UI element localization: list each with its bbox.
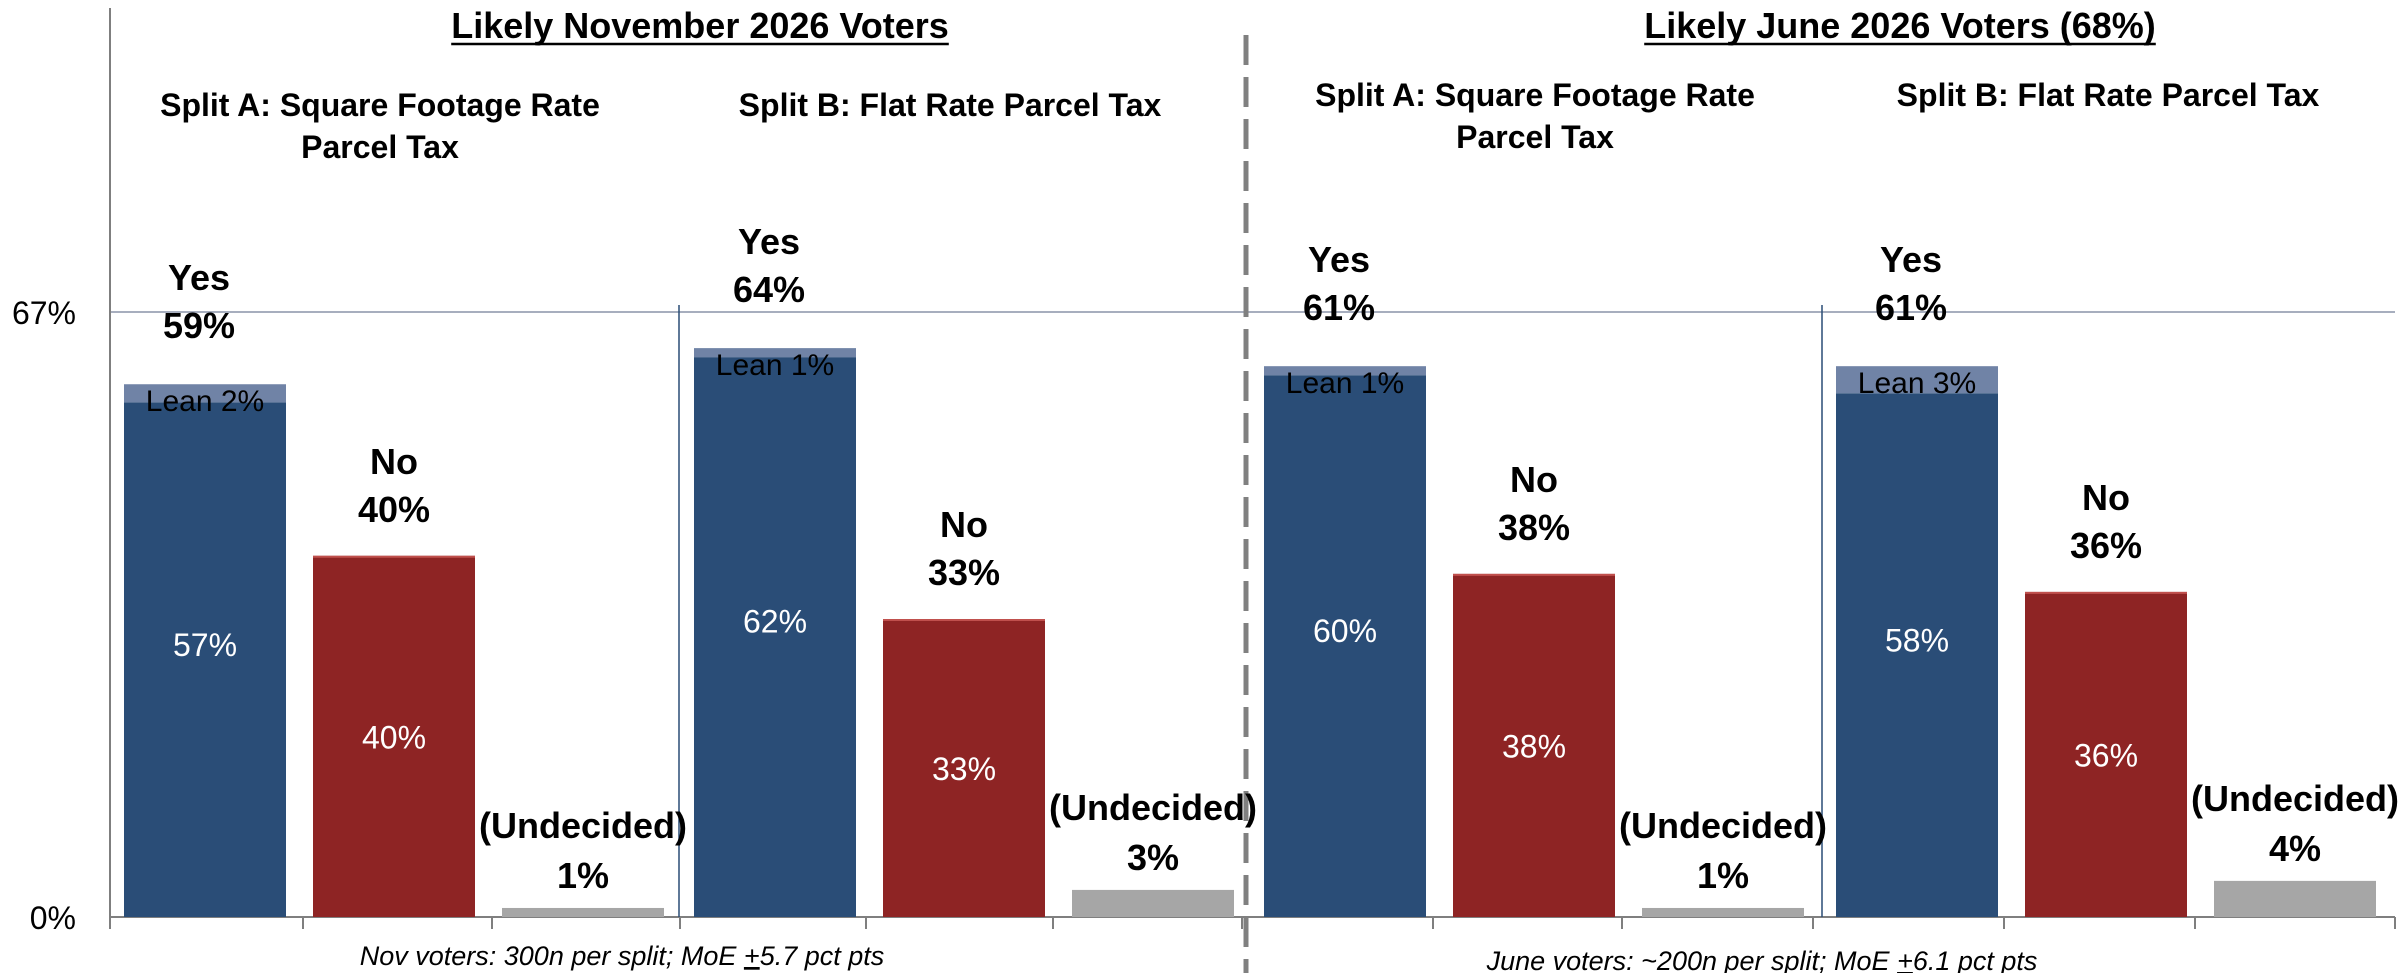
split-label: Parcel Tax (301, 129, 459, 165)
no-total-label: 36% (2070, 525, 2142, 566)
no-total-label: 40% (358, 489, 430, 530)
yes-category-label: Yes (1308, 239, 1370, 280)
undecided-bar (502, 907, 664, 917)
no-category-label: No (940, 504, 988, 545)
yes-bar (1264, 375, 1426, 917)
yes-bar-value-label: 60% (1313, 613, 1377, 649)
no-bar (1453, 573, 1615, 917)
yes-bar (1836, 393, 1998, 917)
no-category-label: No (370, 441, 418, 482)
yes-category-label: Yes (168, 257, 230, 298)
undecided-value-label: 4% (2269, 828, 2321, 869)
lean-yes-bar (1836, 366, 1998, 394)
yes-category-label: Yes (738, 221, 800, 262)
split-label: Parcel Tax (1456, 119, 1614, 155)
no-category-label: No (1510, 459, 1558, 500)
no-total-label: 38% (1498, 507, 1570, 548)
yes-bar-value-label: 57% (173, 627, 237, 663)
yes-category-label: Yes (1880, 239, 1942, 280)
y-tick-label: 0% (30, 900, 76, 936)
footnote: Nov voters: 300n per split; MoE +5.7 pct… (360, 941, 885, 971)
no-category-label: No (2082, 477, 2130, 518)
split-label: Split B: Flat Rate Parcel Tax (739, 87, 1162, 123)
yes-total-label: 61% (1875, 287, 1947, 328)
undecided-category-label: (Undecided) (1619, 805, 1827, 846)
yes-bar-value-label: 62% (743, 603, 807, 639)
undecided-bar (1072, 889, 1234, 917)
split-label: Split A: Square Footage Rate (1315, 77, 1755, 113)
lean-value-label: Lean 3% (1858, 367, 1976, 400)
y-tick-label: 67% (12, 295, 76, 331)
lean-yes-bar (124, 384, 286, 403)
no-bar-value-label: 33% (932, 751, 996, 787)
yes-total-label: 59% (163, 305, 235, 346)
no-bar-value-label: 38% (1502, 728, 1566, 764)
lean-value-label: Lean 1% (716, 349, 834, 382)
yes-bar (124, 402, 286, 918)
undecided-category-label: (Undecided) (2191, 778, 2399, 819)
no-bar (313, 555, 475, 917)
no-bar (2025, 591, 2187, 917)
undecided-value-label: 1% (557, 855, 609, 896)
panel-title: Likely June 2026 Voters (68%) (1644, 5, 2156, 46)
yes-total-label: 61% (1303, 287, 1375, 328)
lean-yes-bar (1264, 366, 1426, 376)
lean-value-label: Lean 2% (146, 385, 264, 418)
yes-bar-value-label: 58% (1885, 622, 1949, 658)
no-total-label: 33% (928, 552, 1000, 593)
no-bar-value-label: 40% (362, 719, 426, 755)
undecided-value-label: 1% (1697, 855, 1749, 896)
undecided-category-label: (Undecided) (1049, 787, 1257, 828)
no-bar (883, 619, 1045, 917)
undecided-category-label: (Undecided) (479, 805, 687, 846)
yes-total-label: 64% (733, 269, 805, 310)
undecided-bar (2214, 880, 2376, 917)
panel-title: Likely November 2026 Voters (451, 5, 949, 46)
lean-value-label: Lean 1% (1286, 367, 1404, 400)
undecided-bar (1642, 907, 1804, 917)
footnote: June voters: ~200n per split; MoE +6.1 p… (1486, 946, 2038, 973)
no-bar-value-label: 36% (2074, 737, 2138, 773)
split-label: Split B: Flat Rate Parcel Tax (1897, 77, 2320, 113)
lean-yes-bar (694, 348, 856, 358)
split-label: Split A: Square Footage Rate (160, 87, 600, 123)
undecided-value-label: 3% (1127, 837, 1179, 878)
yes-bar (694, 357, 856, 917)
